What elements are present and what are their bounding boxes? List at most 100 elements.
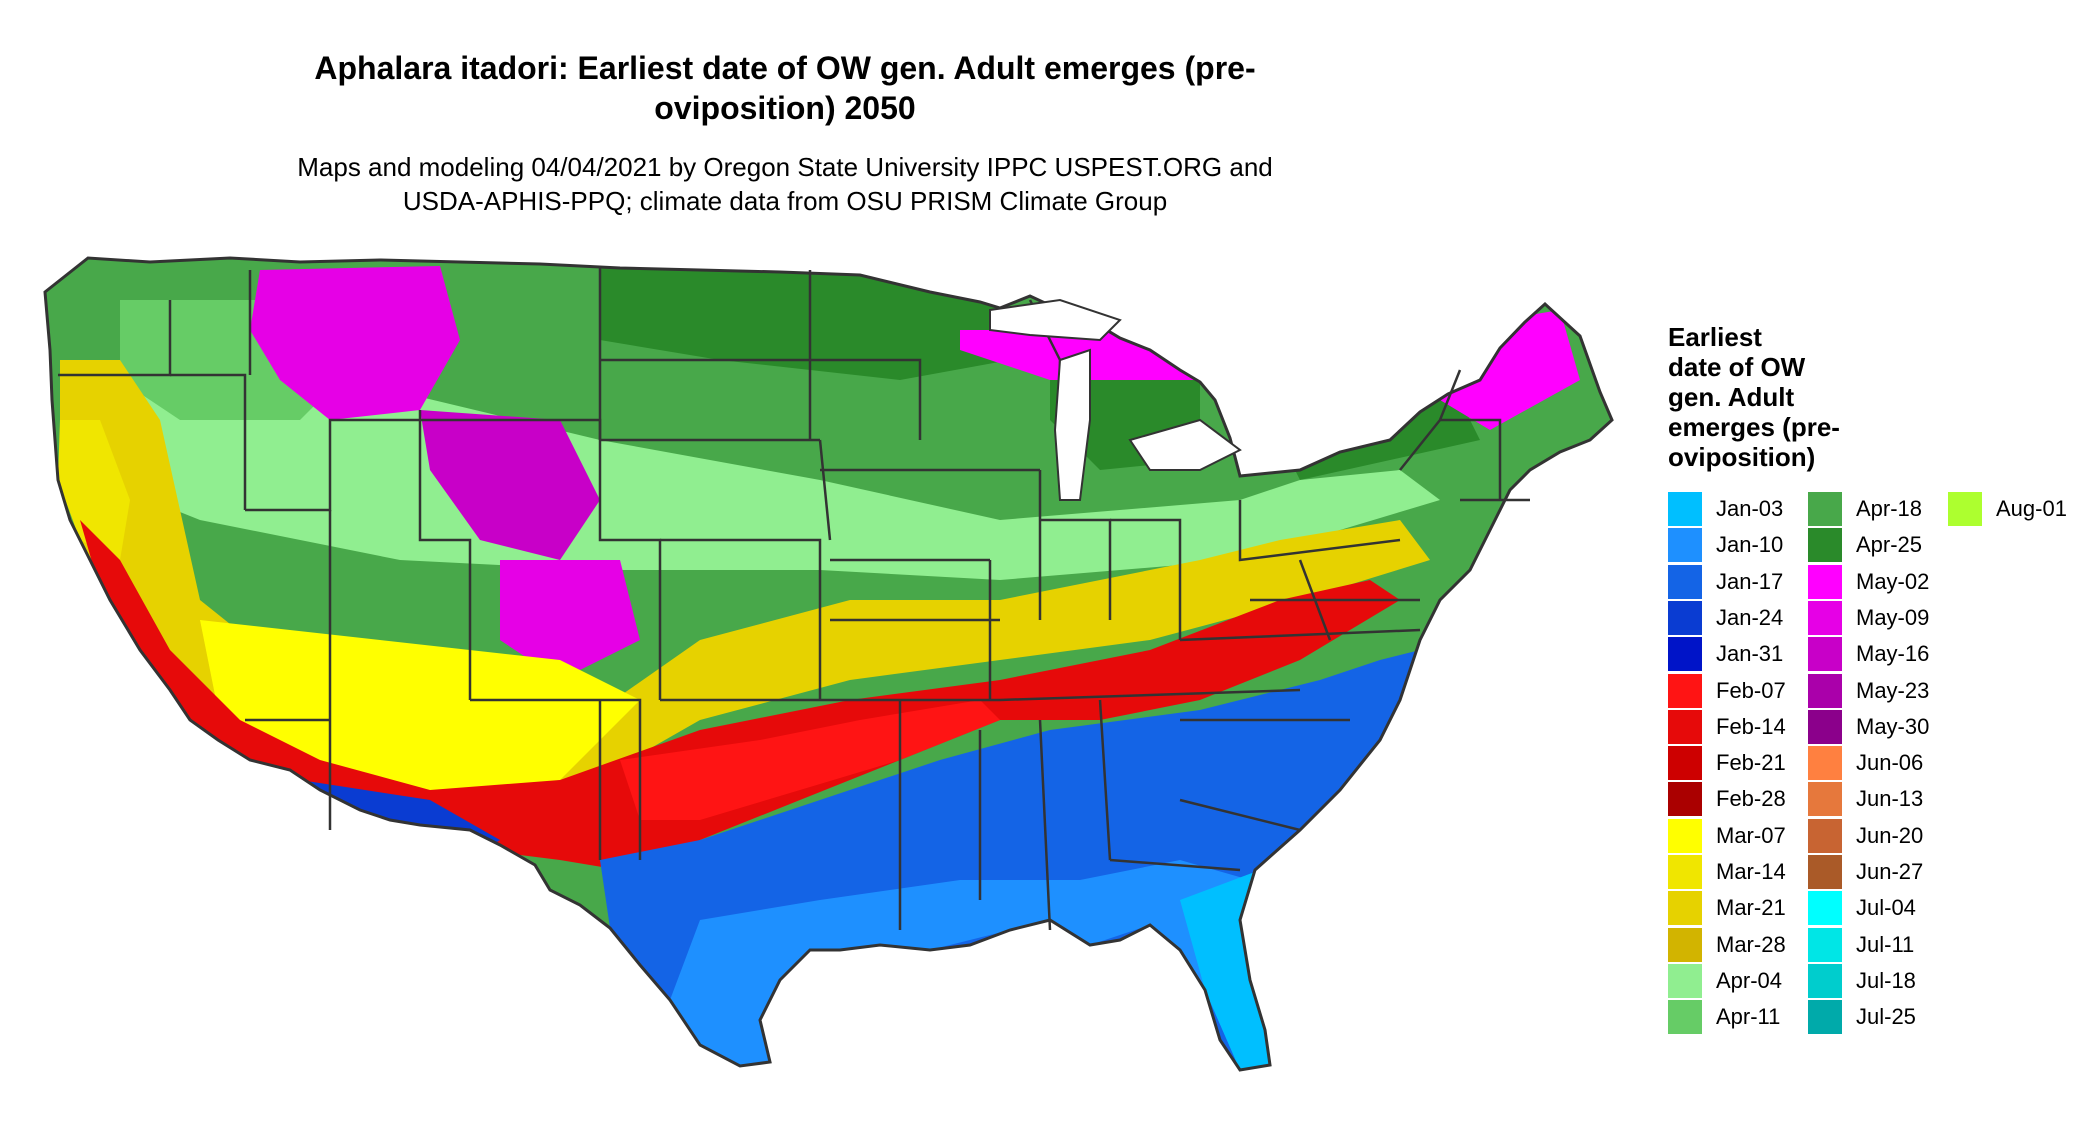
legend-swatch <box>1808 891 1842 926</box>
legend-entry: Feb-21 <box>1668 746 1786 781</box>
legend-entry: Feb-07 <box>1668 673 1786 708</box>
zone-may-09-colorado <box>500 560 640 680</box>
legend-swatch <box>1668 927 1702 962</box>
legend-label: Jul-04 <box>1856 895 1916 921</box>
legend-swatch <box>1808 528 1842 563</box>
legend-label: Apr-11 <box>1716 1004 1781 1030</box>
legend-entry: May-23 <box>1808 673 1930 708</box>
legend-swatch <box>1808 673 1842 708</box>
legend-swatch <box>1668 746 1702 781</box>
legend-swatch <box>1808 709 1842 744</box>
legend-title-line: Earliest <box>1668 322 1762 352</box>
legend-label: Mar-07 <box>1716 822 1786 848</box>
legend-swatch <box>1808 492 1842 526</box>
legend-swatch <box>1808 600 1842 635</box>
legend-label: Jun-20 <box>1856 822 1924 848</box>
legend-entry: Jul-11 <box>1808 927 1914 962</box>
legend-label: Mar-14 <box>1716 859 1786 884</box>
legend-entry: Apr-04 <box>1668 963 1783 998</box>
legend-swatch <box>1808 782 1842 817</box>
zone-jan-10 <box>670 860 1270 1070</box>
legend-title-line: gen. Adult <box>1668 382 1795 412</box>
legend-label: Jan-24 <box>1716 604 1784 630</box>
legend-swatch <box>1808 637 1842 672</box>
legend-swatch <box>1808 564 1842 599</box>
legend-entry: Jun-06 <box>1808 746 1924 781</box>
lake-erie <box>1128 418 1242 471</box>
legend-label: May-02 <box>1856 568 1930 594</box>
chart-title-line-2: oviposition) 2050 <box>654 90 916 126</box>
legend-label: Aug-01 <box>1996 496 2067 521</box>
legend-swatch <box>1808 1000 1842 1035</box>
legend-swatch <box>1948 492 1982 526</box>
legend-entry: Mar-07 <box>1668 818 1786 853</box>
zone-may-09-rockies-north <box>250 266 460 420</box>
legend-label: Jun-06 <box>1856 750 1924 776</box>
lake-superior <box>989 298 1122 342</box>
legend-label: Jan-17 <box>1716 568 1784 594</box>
legend-label: Mar-28 <box>1716 931 1786 957</box>
legend-entry: Jul-18 <box>1808 963 1916 998</box>
legend-entry: Jan-17 <box>1668 564 1784 599</box>
chart-title-line-1: Aphalara itadori: Earliest date of OW ge… <box>314 50 1256 86</box>
legend-swatch <box>1668 709 1702 744</box>
legend-entry: May-09 <box>1808 600 1929 635</box>
chart-subtitle: Maps and modeling 04/04/2021 by Oregon S… <box>180 150 1390 218</box>
legend-entry: May-16 <box>1808 637 1930 672</box>
legend-swatch <box>1808 818 1842 853</box>
legend-label: Jan-31 <box>1716 641 1784 667</box>
legend-label: Jan-10 <box>1716 532 1784 558</box>
legend-entry: Jun-20 <box>1808 818 1924 853</box>
legend-entry: Jul-04 <box>1808 891 1916 926</box>
legend-swatch <box>1808 855 1842 889</box>
legend-entry: May-02 <box>1808 564 1930 599</box>
legend-label: May-16 <box>1856 641 1930 667</box>
legend-entry: Mar-14 <box>1668 855 1786 889</box>
legend-label: Jul-18 <box>1856 967 1916 993</box>
legend-swatch <box>1668 528 1702 563</box>
legend-swatch <box>1808 963 1842 998</box>
zone-feb-07 <box>620 700 1000 820</box>
legend-label: Feb-14 <box>1716 713 1786 739</box>
legend-entry: Jun-27 <box>1808 855 1923 889</box>
legend-swatch <box>1808 746 1842 781</box>
legend-label: May-23 <box>1856 677 1930 703</box>
chart-title: Aphalara itadori: Earliest date of OW ge… <box>180 48 1390 128</box>
legend-swatch <box>1668 782 1702 817</box>
legend-entry: Apr-11 <box>1668 1000 1781 1035</box>
legend-title-line: emerges (pre- <box>1668 412 1840 442</box>
legend-entry: Aug-01 <box>1948 492 2067 526</box>
state-borders <box>58 266 1530 931</box>
legend-label: Apr-18 <box>1856 496 1923 521</box>
legend-swatch <box>1668 818 1702 853</box>
legend-swatch <box>1668 492 1702 526</box>
legend-entry: Apr-18 <box>1808 492 1922 526</box>
legend-entry: Jan-31 <box>1668 637 1784 672</box>
great-lakes <box>989 298 1242 501</box>
legend-swatch <box>1668 564 1702 599</box>
legend-label: Feb-21 <box>1716 750 1786 776</box>
legend-entry: Jun-13 <box>1808 782 1923 817</box>
legend-label: Jan-03 <box>1716 496 1784 521</box>
legend-label: Jun-27 <box>1856 859 1924 884</box>
legend-swatch <box>1668 673 1702 708</box>
legend-entry: Mar-28 <box>1668 927 1786 962</box>
legend-swatch <box>1668 600 1702 635</box>
legend-entry: Jan-24 <box>1668 600 1784 635</box>
legend-label: Feb-28 <box>1716 786 1786 812</box>
legend-swatch <box>1668 1000 1702 1035</box>
legend-swatch <box>1668 637 1702 672</box>
legend-swatch <box>1668 891 1702 926</box>
zone-apr-25-plains <box>600 260 1010 380</box>
legend-label: Apr-04 <box>1716 967 1783 993</box>
chart-subtitle-line-2: USDA-APHIS-PPQ; climate data from OSU PR… <box>402 186 1168 216</box>
legend-label: May-30 <box>1856 713 1930 739</box>
legend-title: Earliest date of OW gen. Adult emerges (… <box>1668 322 1888 472</box>
zone-mar-14-coast <box>58 420 130 560</box>
legend-label: Apr-25 <box>1856 532 1923 558</box>
zone-may-16-wyoming <box>420 410 600 560</box>
legend-entry: Jan-03 <box>1668 492 1783 526</box>
legend-swatch <box>1668 963 1702 998</box>
